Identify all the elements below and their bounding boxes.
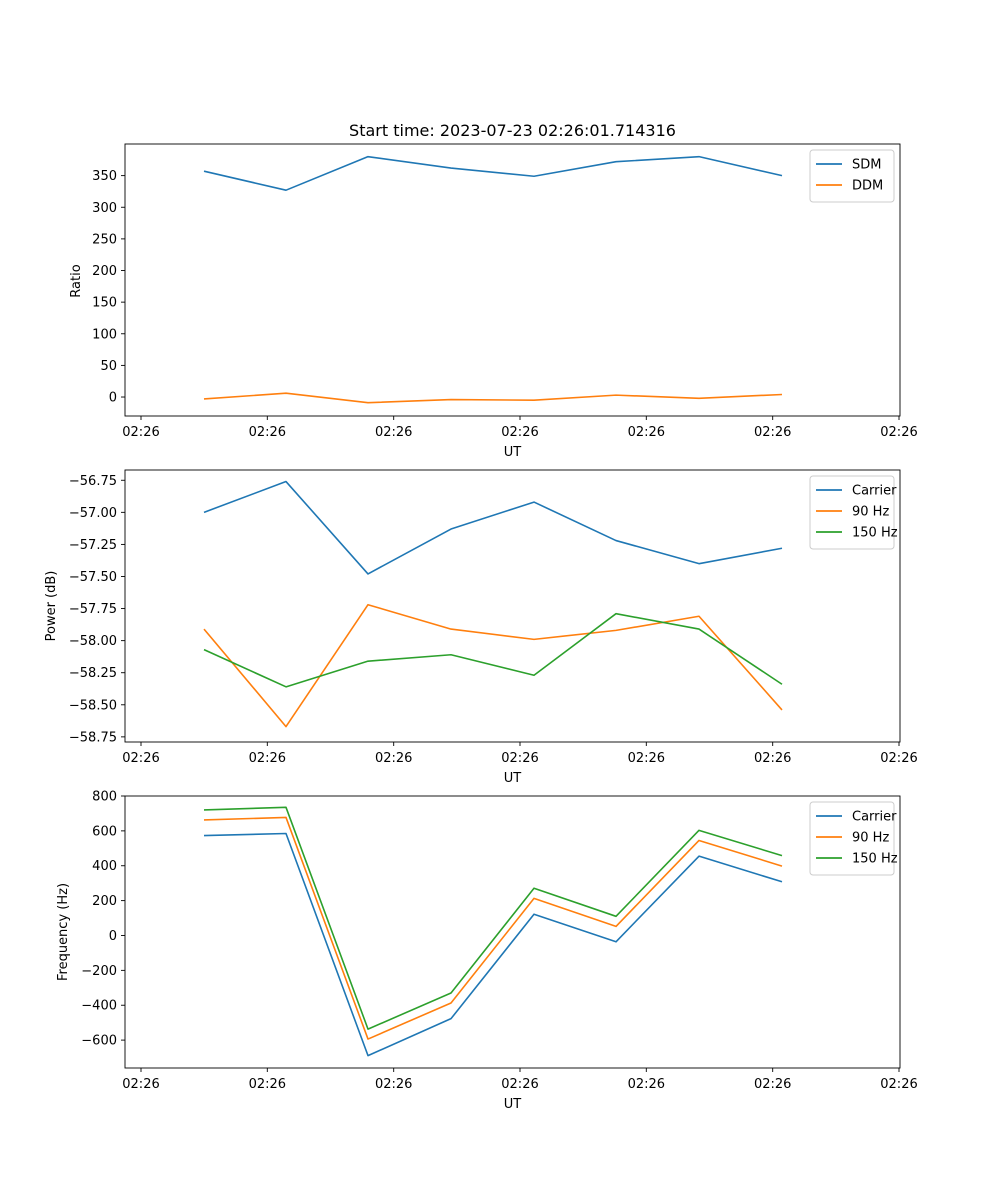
power-panel: UT Power (dB) −58.75 −58.50 −58.25 −58.00 −5… bbox=[44, 469, 918, 786]
ratio-series-ddm bbox=[203, 392, 783, 404]
power-xtick-label: 02:26 bbox=[122, 751, 159, 766]
ratio-ytick-label: 100 bbox=[92, 327, 117, 342]
power-ytick-label: −57.75 bbox=[69, 602, 117, 617]
frequency-ytick-label: 200 bbox=[92, 894, 117, 909]
ratio-ytick-label: 250 bbox=[92, 232, 117, 247]
ratio-xtick-label: 02:26 bbox=[628, 425, 665, 440]
ratio-legend-label-ddm: DDM bbox=[852, 179, 883, 194]
frequency-xtick-label: 02:26 bbox=[375, 1077, 412, 1092]
frequency-legend-label-90-hz: 90 Hz bbox=[852, 831, 889, 846]
frequency-ytick-label: 400 bbox=[92, 859, 117, 874]
ratio-xtick-label: 02:26 bbox=[249, 425, 286, 440]
ratio-xtick-label: 02:26 bbox=[501, 425, 538, 440]
power-ytick-label: −58.75 bbox=[69, 730, 117, 745]
power-xtick-label: 02:26 bbox=[501, 751, 538, 766]
power-ytick-label: −56.75 bbox=[69, 474, 117, 489]
frequency-series-90-hz bbox=[203, 816, 783, 1040]
power-xtick-label: 02:26 bbox=[249, 751, 286, 766]
ratio-ytick-label: 0 bbox=[109, 391, 117, 406]
frequency-ytick-label: 0 bbox=[109, 929, 117, 944]
ratio-xtick-label: 02:26 bbox=[122, 425, 159, 440]
ratio-panel-ylabel: Ratio bbox=[69, 264, 84, 297]
power-series-carrier bbox=[203, 480, 783, 575]
power-legend-label-90-hz: 90 Hz bbox=[852, 505, 889, 520]
frequency-xtick-label: 02:26 bbox=[122, 1077, 159, 1092]
frequency-ytick-label: −400 bbox=[81, 999, 117, 1014]
power-ytick-label: −57.50 bbox=[69, 570, 117, 585]
figure-title: Start time: 2023-07-23 02:26:01.714316 bbox=[349, 121, 676, 140]
power-legend-label-150-hz: 150 Hz bbox=[852, 526, 898, 541]
frequency-ytick-label: 600 bbox=[92, 824, 117, 839]
frequency-axes-frame bbox=[124, 795, 901, 1069]
ratio-panel-xlabel: UT bbox=[504, 445, 522, 460]
frequency-legend-label-carrier: Carrier bbox=[852, 810, 897, 825]
power-legend bbox=[809, 475, 895, 550]
power-panel-xlabel: UT bbox=[504, 771, 522, 786]
power-ytick-label: −58.00 bbox=[69, 634, 117, 649]
ratio-xtick-label: 02:26 bbox=[375, 425, 412, 440]
power-ytick-label: −58.50 bbox=[69, 698, 117, 713]
frequency-xtick-label: 02:26 bbox=[754, 1077, 791, 1092]
power-ytick-label: −57.00 bbox=[69, 506, 117, 521]
power-ytick-label: −57.25 bbox=[69, 538, 117, 553]
ratio-ytick-label: 150 bbox=[92, 296, 117, 311]
ratio-ytick-label: 300 bbox=[92, 201, 117, 216]
ratio-series-sdm bbox=[203, 155, 783, 191]
frequency-series-150-hz bbox=[203, 806, 783, 1030]
power-panel-ylabel: Power (dB) bbox=[44, 571, 59, 642]
frequency-panel-xlabel: UT bbox=[504, 1097, 522, 1112]
ratio-ytick-label: 350 bbox=[92, 169, 117, 184]
power-series-90-hz bbox=[203, 603, 783, 728]
frequency-series-carrier bbox=[203, 832, 783, 1057]
frequency-panel: UT Frequency (Hz) −600 −400 −200 0 200 400 600… bbox=[56, 790, 918, 1113]
ratio-axes-frame bbox=[124, 143, 901, 417]
power-xtick-label: 02:26 bbox=[880, 751, 917, 766]
ratio-legend-label-sdm: SDM bbox=[852, 158, 881, 173]
power-xtick-label: 02:26 bbox=[754, 751, 791, 766]
frequency-xtick-label: 02:26 bbox=[249, 1077, 286, 1092]
frequency-xtick-label: 02:26 bbox=[628, 1077, 665, 1092]
ratio-panel: UT Ratio 0 50 100 150 200 250 300 350 02:26 02:26… bbox=[69, 143, 918, 460]
ratio-xtick-label: 02:26 bbox=[880, 425, 917, 440]
ratio-ytick-label: 50 bbox=[100, 359, 117, 374]
power-xtick-label: 02:26 bbox=[628, 751, 665, 766]
ratio-xtick-label: 02:26 bbox=[754, 425, 791, 440]
power-axes-frame bbox=[124, 469, 901, 743]
frequency-legend bbox=[809, 801, 895, 876]
frequency-panel-ylabel: Frequency (Hz) bbox=[56, 883, 71, 981]
frequency-ytick-label: 800 bbox=[92, 790, 117, 805]
frequency-xtick-label: 02:26 bbox=[880, 1077, 917, 1092]
power-series-150-hz bbox=[203, 612, 783, 688]
ratio-ytick-label: 200 bbox=[92, 264, 117, 279]
frequency-legend-label-150-hz: 150 Hz bbox=[852, 852, 898, 867]
frequency-xtick-label: 02:26 bbox=[501, 1077, 538, 1092]
power-legend-label-carrier: Carrier bbox=[852, 484, 897, 499]
frequency-ytick-label: −200 bbox=[81, 964, 117, 979]
ratio-legend bbox=[809, 149, 895, 203]
power-xtick-label: 02:26 bbox=[375, 751, 412, 766]
frequency-ytick-label: −600 bbox=[81, 1034, 117, 1049]
power-ytick-label: −58.25 bbox=[69, 666, 117, 681]
